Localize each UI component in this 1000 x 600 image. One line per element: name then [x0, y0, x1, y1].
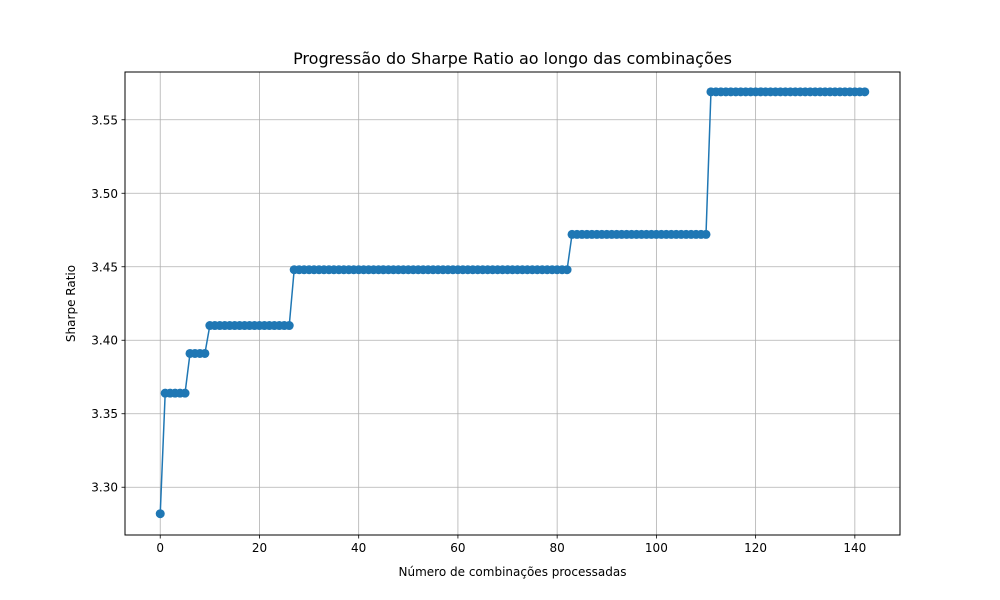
x-tick-label: 60 — [450, 541, 465, 555]
data-point — [284, 321, 294, 331]
data-point — [860, 87, 870, 97]
y-tick-label: 3.50 — [91, 187, 118, 201]
series — [155, 87, 870, 519]
data-point — [155, 509, 165, 519]
x-tick-label: 0 — [156, 541, 164, 555]
x-tick-label: 120 — [744, 541, 767, 555]
x-tick-label: 20 — [252, 541, 267, 555]
plot-area-frame — [124, 71, 901, 536]
x-tick-label: 100 — [645, 541, 668, 555]
chart-title: Progressão do Sharpe Ratio ao longo das … — [293, 49, 732, 68]
data-point — [180, 388, 190, 398]
x-axis-label: Número de combinações processadas — [399, 565, 627, 579]
y-tick-label: 3.40 — [91, 334, 118, 348]
y-tick-label: 3.35 — [91, 407, 118, 421]
x-tick-label: 140 — [843, 541, 866, 555]
ticks: 0 20 40 60 80 100 120 140 3.30 3.35 3.40 3.45 3.50 3.… — [91, 113, 866, 555]
x-tick-label: 80 — [550, 541, 565, 555]
data-point — [200, 348, 210, 358]
data-point — [562, 265, 572, 275]
y-tick-label: 3.55 — [91, 113, 118, 127]
y-axis-label: Sharpe Ratio — [64, 265, 78, 342]
y-tick-label: 3.45 — [91, 260, 118, 274]
grid — [125, 72, 900, 535]
data-point — [701, 229, 711, 239]
x-tick-label: 40 — [351, 541, 366, 555]
y-tick-label: 3.30 — [91, 481, 118, 495]
